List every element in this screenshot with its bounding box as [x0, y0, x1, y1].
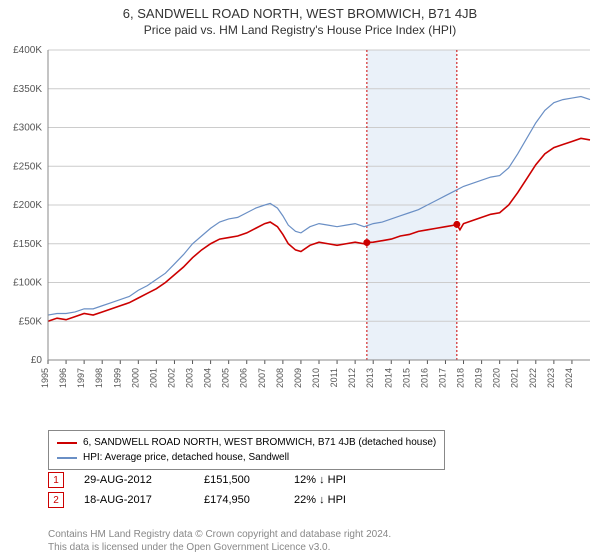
svg-text:1995: 1995 — [40, 368, 50, 388]
svg-text:2010: 2010 — [311, 368, 321, 388]
svg-text:£300K: £300K — [13, 123, 42, 134]
svg-text:2001: 2001 — [148, 368, 158, 388]
svg-text:2003: 2003 — [185, 368, 195, 388]
svg-text:£250K: £250K — [13, 161, 42, 172]
svg-text:2015: 2015 — [401, 368, 411, 388]
sale-row: 2 18-AUG-2017 £174,950 22% ↓ HPI — [48, 492, 384, 508]
legend-row: 6, SANDWELL ROAD NORTH, WEST BROMWICH, B… — [57, 435, 436, 450]
sale-row: 1 29-AUG-2012 £151,500 12% ↓ HPI — [48, 472, 384, 488]
svg-text:2022: 2022 — [528, 368, 538, 388]
svg-text:2011: 2011 — [329, 368, 339, 387]
svg-text:1997: 1997 — [76, 368, 86, 388]
sale-date: 18-AUG-2017 — [84, 494, 184, 506]
svg-text:2017: 2017 — [437, 368, 447, 388]
svg-text:2019: 2019 — [474, 368, 484, 388]
svg-text:£400K: £400K — [13, 45, 42, 56]
svg-text:2005: 2005 — [221, 368, 231, 388]
svg-text:2024: 2024 — [564, 368, 574, 388]
svg-text:2000: 2000 — [130, 368, 140, 388]
sale-diff: 22% ↓ HPI — [294, 494, 384, 506]
svg-text:£100K: £100K — [13, 278, 42, 289]
svg-text:£0: £0 — [31, 355, 43, 366]
svg-text:£350K: £350K — [13, 84, 42, 95]
svg-text:1998: 1998 — [94, 368, 104, 388]
svg-text:1996: 1996 — [58, 368, 68, 388]
svg-text:2012: 2012 — [347, 368, 357, 388]
legend-label: HPI: Average price, detached house, Sand… — [83, 450, 289, 465]
svg-text:1999: 1999 — [112, 368, 122, 388]
sale-price: £151,500 — [204, 474, 274, 486]
svg-text:2020: 2020 — [492, 368, 502, 388]
svg-text:2018: 2018 — [456, 368, 466, 388]
footnote: Contains HM Land Registry data © Crown c… — [48, 528, 391, 554]
svg-text:2007: 2007 — [257, 368, 267, 388]
svg-text:2016: 2016 — [419, 368, 429, 388]
svg-text:2021: 2021 — [510, 368, 520, 388]
legend-row: HPI: Average price, detached house, Sand… — [57, 450, 436, 465]
legend-swatch — [57, 457, 77, 459]
legend-label: 6, SANDWELL ROAD NORTH, WEST BROMWICH, B… — [83, 435, 436, 450]
svg-text:2013: 2013 — [365, 368, 375, 388]
footnote-line2: This data is licensed under the Open Gov… — [48, 541, 391, 554]
legend: 6, SANDWELL ROAD NORTH, WEST BROMWICH, B… — [48, 430, 445, 470]
footnote-line1: Contains HM Land Registry data © Crown c… — [48, 528, 391, 541]
sale-marker: 1 — [48, 472, 64, 488]
chart-subtitle: Price paid vs. HM Land Registry's House … — [0, 21, 600, 41]
sale-marker: 2 — [48, 492, 64, 508]
chart-title: 6, SANDWELL ROAD NORTH, WEST BROMWICH, B… — [0, 0, 600, 21]
sale-diff: 12% ↓ HPI — [294, 474, 384, 486]
price-chart: £0 £50K £100K £150K £200K £250K £300K £350K £400… — [0, 40, 600, 420]
svg-text:2023: 2023 — [546, 368, 556, 388]
svg-text:2008: 2008 — [275, 368, 285, 388]
svg-text:2006: 2006 — [239, 368, 249, 388]
svg-text:£150K: £150K — [13, 239, 42, 250]
sales-table: 1 29-AUG-2012 £151,500 12% ↓ HPI 2 18-AUG-201… — [48, 472, 384, 512]
sale-price: £174,950 — [204, 494, 274, 506]
svg-text:2009: 2009 — [293, 368, 303, 388]
svg-text:£200K: £200K — [13, 200, 42, 211]
svg-text:2002: 2002 — [166, 368, 176, 388]
legend-swatch — [57, 442, 77, 444]
svg-text:2004: 2004 — [203, 368, 213, 388]
sale-date: 29-AUG-2012 — [84, 474, 184, 486]
svg-text:£50K: £50K — [19, 316, 43, 327]
chart-container: 6, SANDWELL ROAD NORTH, WEST BROMWICH, B… — [0, 0, 600, 560]
svg-text:2014: 2014 — [383, 368, 393, 388]
